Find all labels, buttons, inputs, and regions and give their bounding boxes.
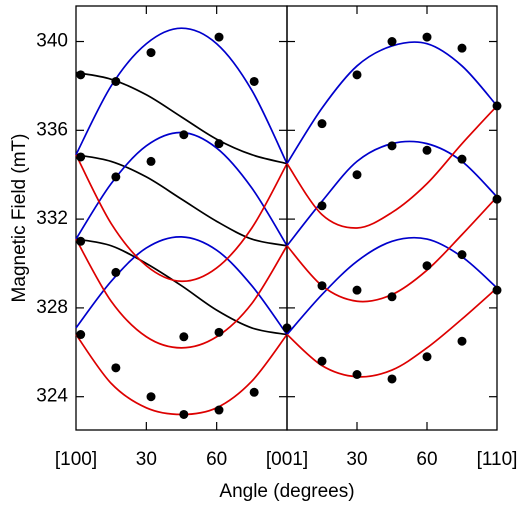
- fit-curve: [286, 105, 498, 229]
- data-point: [214, 32, 224, 42]
- data-point: [387, 37, 397, 47]
- y-tick-label: 332: [36, 208, 68, 229]
- data-point: [249, 76, 259, 86]
- data-point: [214, 405, 224, 415]
- data-point: [146, 392, 156, 402]
- plot-frame: [286, 5, 498, 431]
- data-point: [76, 152, 86, 162]
- data-point: [387, 292, 397, 302]
- x-axis-label: Angle (degrees): [219, 481, 354, 502]
- data-point: [352, 170, 362, 180]
- y-tick-label: 340: [36, 31, 68, 52]
- fit-curve: [75, 238, 288, 349]
- data-point: [146, 48, 156, 58]
- data-point: [457, 250, 467, 260]
- data-point: [352, 70, 362, 80]
- data-point: [76, 70, 86, 80]
- data-point: [214, 327, 224, 337]
- data-point: [317, 119, 327, 129]
- fit-curve: [75, 236, 288, 336]
- data-point: [111, 76, 121, 86]
- data-point: [111, 363, 121, 373]
- y-tick-label: 328: [36, 297, 68, 318]
- data-point: [422, 145, 432, 155]
- data-point: [76, 236, 86, 246]
- fit-curve: [75, 131, 288, 247]
- data-point: [492, 285, 502, 295]
- data-point: [111, 267, 121, 277]
- data-point: [457, 43, 467, 53]
- fit-curve: [75, 153, 288, 247]
- data-point: [387, 374, 397, 384]
- fit-curve: [75, 27, 288, 164]
- data-point: [214, 139, 224, 149]
- fit-curve: [75, 334, 288, 416]
- data-point: [179, 130, 189, 140]
- fit-curve: [75, 238, 288, 336]
- data-point: [457, 336, 467, 346]
- data-point: [317, 281, 327, 291]
- data-point: [457, 154, 467, 164]
- data-point: [317, 356, 327, 366]
- x-tick-label: 30: [136, 449, 157, 470]
- data-point: [146, 156, 156, 166]
- data-point: [422, 32, 432, 42]
- data-point: [352, 285, 362, 295]
- x-tick-label: 60: [206, 449, 227, 470]
- data-point: [492, 101, 502, 111]
- data-point: [352, 370, 362, 380]
- data-point: [179, 332, 189, 342]
- y-tick-label: 324: [36, 386, 68, 407]
- fit-curve: [75, 71, 288, 165]
- x-tick-label: [001]: [266, 449, 308, 470]
- data-point: [492, 194, 502, 204]
- data-point: [422, 261, 432, 271]
- x-tick-label: 60: [416, 449, 437, 470]
- data-point: [317, 201, 327, 211]
- data-point: [387, 141, 397, 151]
- data-point: [111, 172, 121, 182]
- data-point: [179, 409, 189, 419]
- y-tick-label: 336: [36, 119, 68, 140]
- x-tick-label: [100]: [55, 449, 97, 470]
- fit-curve: [75, 154, 288, 283]
- data-point: [76, 330, 86, 340]
- y-axis-label: Magnetic Field (mT): [9, 134, 30, 303]
- data-point: [422, 352, 432, 362]
- data-point: [249, 387, 259, 397]
- x-tick-label: 30: [346, 449, 367, 470]
- x-tick-label: [110]: [477, 449, 518, 470]
